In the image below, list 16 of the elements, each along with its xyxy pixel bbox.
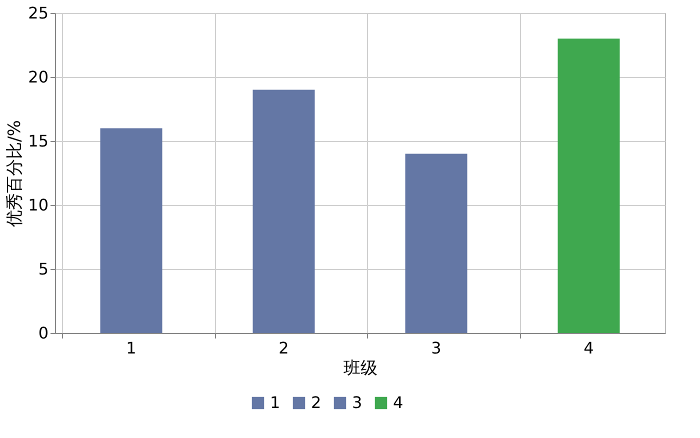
x-tick-label: 4: [584, 338, 594, 358]
y-axis-title: 优秀百分比/%: [5, 120, 26, 227]
y-tick-label: 20: [28, 68, 48, 86]
y-tick-label: 25: [28, 4, 48, 22]
x-tick-label: 1: [126, 338, 136, 358]
x-tick-label: 3: [431, 338, 442, 358]
y-tick-label: 10: [28, 196, 48, 214]
legend-label: 1: [270, 393, 280, 412]
legend-label: 2: [311, 393, 322, 412]
y-tick-label: 15: [28, 132, 48, 150]
legend-label: 4: [393, 393, 404, 412]
legend-label: 3: [352, 393, 362, 412]
x-axis-title: 班级: [344, 358, 378, 378]
y-tick-label: 0: [38, 324, 48, 342]
x-tick-label: 2: [278, 338, 289, 358]
y-tick-label: 5: [38, 260, 48, 278]
